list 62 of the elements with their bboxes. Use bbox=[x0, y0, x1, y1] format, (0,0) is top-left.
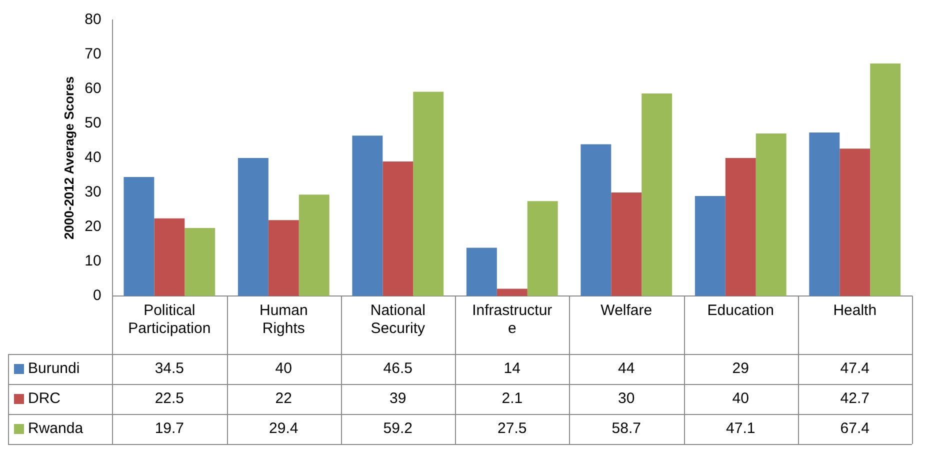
data-label: 34.5 bbox=[154, 360, 184, 378]
data-label: 40 bbox=[732, 390, 749, 408]
x-tick-label: Education bbox=[707, 302, 774, 320]
y-tick-label: 20 bbox=[84, 218, 102, 236]
data-label: 58.7 bbox=[612, 420, 641, 438]
data-label: 44 bbox=[618, 360, 635, 378]
data-label: 22 bbox=[275, 390, 292, 408]
bar bbox=[124, 176, 154, 296]
bar bbox=[527, 201, 558, 296]
y-tick-label: 80 bbox=[84, 11, 102, 28]
data-label: 19.7 bbox=[154, 420, 184, 438]
data-label: 40 bbox=[275, 360, 292, 378]
x-tick-label: Welfare bbox=[600, 302, 652, 320]
bar bbox=[466, 248, 497, 296]
bar bbox=[352, 136, 383, 296]
bar bbox=[382, 161, 414, 296]
y-axis-title: 2000-2012 Average Scores bbox=[61, 76, 76, 240]
y-tick-label: 40 bbox=[84, 149, 102, 166]
bar bbox=[413, 92, 444, 296]
data-label: 42.7 bbox=[840, 390, 870, 408]
data-label: 59.2 bbox=[383, 420, 412, 438]
data-label: 22.5 bbox=[154, 390, 184, 408]
data-label: 39 bbox=[390, 390, 406, 408]
data-label: 2.1 bbox=[502, 390, 523, 408]
bar bbox=[298, 194, 330, 296]
y-tick-label: 60 bbox=[84, 80, 102, 98]
bar bbox=[840, 148, 870, 296]
y-tick-label: 10 bbox=[84, 252, 102, 270]
y-tick-label: 30 bbox=[84, 184, 102, 201]
x-tick-label: Political Participation bbox=[128, 302, 211, 338]
bar bbox=[809, 132, 840, 296]
x-tick-label: Infrastructure bbox=[472, 302, 552, 338]
data-label: 29 bbox=[732, 360, 749, 378]
bar bbox=[268, 220, 299, 296]
legend-label: DRC bbox=[28, 390, 61, 408]
bar bbox=[580, 144, 612, 296]
y-tick-label: 70 bbox=[84, 46, 102, 63]
data-label: 47.1 bbox=[726, 420, 756, 438]
bar bbox=[725, 158, 756, 296]
y-tick-label: 0 bbox=[92, 287, 102, 304]
legend-label: Burundi bbox=[28, 360, 80, 378]
data-label: 27.5 bbox=[498, 420, 527, 438]
data-label: 29.4 bbox=[269, 420, 298, 438]
data-label: 67.4 bbox=[840, 420, 870, 438]
bar bbox=[496, 288, 528, 296]
bar bbox=[238, 158, 268, 296]
y-tick-label: 50 bbox=[84, 114, 102, 132]
bar bbox=[611, 192, 642, 296]
data-label: 47.4 bbox=[840, 360, 870, 378]
bar bbox=[184, 228, 216, 296]
bar bbox=[870, 63, 901, 296]
data-label: 46.5 bbox=[383, 360, 412, 378]
x-tick-label: National Security bbox=[370, 302, 426, 338]
x-tick-label: Human Rights bbox=[259, 302, 308, 338]
bar bbox=[694, 196, 726, 296]
bar bbox=[642, 93, 672, 296]
data-label: 14 bbox=[504, 360, 520, 378]
data-label: 30 bbox=[618, 390, 635, 408]
bar bbox=[756, 134, 786, 296]
legend-label: Rwanda bbox=[28, 420, 84, 438]
x-tick-label: Health bbox=[833, 302, 877, 320]
bar bbox=[154, 218, 185, 296]
